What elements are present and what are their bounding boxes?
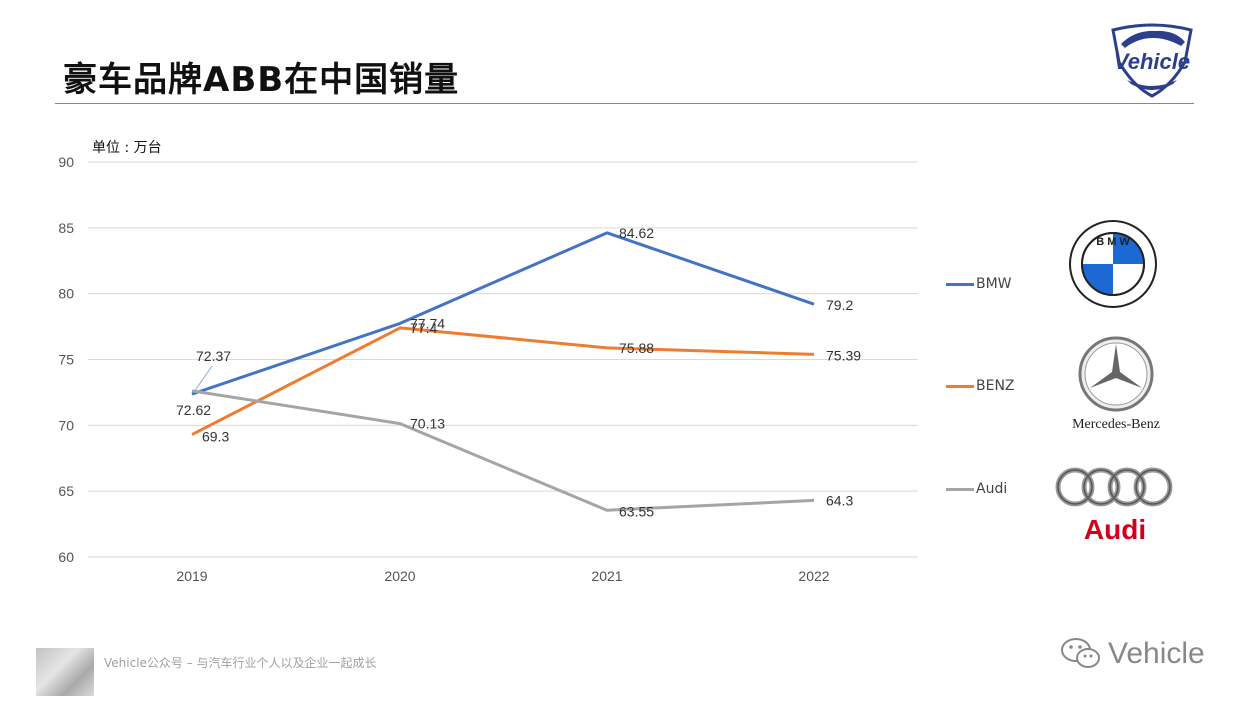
footer-brand: Vehicle bbox=[1060, 636, 1205, 672]
data-label-benz-2021: 75.88 bbox=[619, 340, 654, 356]
data-label-bmw-2021: 84.62 bbox=[619, 225, 654, 241]
legend-item-audi: Audi bbox=[946, 479, 1007, 499]
chart-grid bbox=[88, 161, 918, 558]
mercedes-logo-text: Mercedes-Benz bbox=[1072, 417, 1160, 432]
y-tick-label-70: 70 bbox=[58, 417, 74, 433]
data-label-benz-2019: 69.3 bbox=[202, 429, 229, 445]
data-label-bmw-2020: 77.74 bbox=[410, 315, 445, 331]
data-label-benz-2020: 77.4 bbox=[410, 320, 437, 336]
y-tick-label-80: 80 bbox=[58, 286, 74, 302]
data-label-audi-2022: 64.3 bbox=[826, 492, 853, 508]
y-tick-label-65: 65 bbox=[58, 483, 74, 499]
chart-lines bbox=[191, 231, 815, 512]
audi-logo-icon: Audi bbox=[1055, 467, 1173, 545]
y-tick-label-60: 60 bbox=[58, 549, 74, 565]
data-label-audi-2019: 72.62 bbox=[176, 402, 211, 418]
footer-tagline: Vehicle公众号 – 与汽车行业个人以及企业一起成长 bbox=[104, 656, 377, 670]
bmw-logo-letters: B M W bbox=[1096, 236, 1130, 248]
x-tick-label-2019: 2019 bbox=[176, 568, 207, 584]
data-label-bmw-2019: 72.37 bbox=[196, 348, 231, 364]
bmw-logo-icon: B M W bbox=[1069, 220, 1157, 308]
data-label-bmw-2022: 79.2 bbox=[826, 297, 853, 313]
title-divider bbox=[55, 103, 1194, 104]
data-label-audi-2021: 63.55 bbox=[619, 503, 654, 519]
mercedes-logo-icon: Mercedes-Benz bbox=[1072, 336, 1160, 432]
y-tick-label-90: 90 bbox=[58, 154, 74, 170]
y-tick-label-75: 75 bbox=[58, 352, 74, 368]
x-tick-label-2022: 2022 bbox=[798, 568, 829, 584]
data-label-benz-2022: 75.39 bbox=[826, 347, 861, 363]
legend-item-bmw: BMW bbox=[946, 274, 1012, 294]
audi-logo-text: Audi bbox=[1084, 514, 1146, 545]
qr-code-thumbnail bbox=[36, 648, 94, 696]
legend-item-benz: BENZ bbox=[946, 376, 1015, 396]
legend-swatch-benz bbox=[946, 384, 974, 388]
series-line-bmw bbox=[191, 231, 815, 396]
x-tick-label-2020: 2020 bbox=[384, 568, 415, 584]
vehicle-logo: Vehicle bbox=[1111, 23, 1193, 98]
series-line-audi bbox=[191, 389, 815, 512]
legend-label-bmw: BMW bbox=[976, 276, 1012, 292]
y-tick-label-85: 85 bbox=[58, 220, 74, 236]
data-label-audi-2020: 70.13 bbox=[410, 416, 445, 432]
legend-swatch-audi bbox=[946, 487, 974, 491]
legend-label-audi: Audi bbox=[976, 481, 1008, 497]
footer-brand-text: Vehicle bbox=[1108, 637, 1205, 670]
x-axis-ticks: 2019 2020 2021 2022 bbox=[176, 568, 829, 584]
wechat-icon bbox=[1061, 638, 1100, 668]
leader-line-bmw-2019 bbox=[193, 365, 213, 393]
legend-swatch-bmw bbox=[946, 282, 974, 286]
unit-label: 单位 : 万台 bbox=[92, 140, 162, 156]
legend-label-benz: BENZ bbox=[976, 378, 1015, 394]
page-title: 豪车品牌ABB在中国销量 bbox=[63, 60, 460, 100]
x-tick-label-2021: 2021 bbox=[591, 568, 622, 584]
series-line-benz bbox=[191, 326, 815, 436]
data-labels: 72.37 77.74 84.62 79.2 69.3 77.4 75.88 75.39 72.… bbox=[176, 225, 861, 519]
y-axis-ticks: 60 65 70 75 80 85 90 bbox=[58, 154, 74, 565]
vehicle-logo-text: Vehicle bbox=[1114, 49, 1190, 74]
